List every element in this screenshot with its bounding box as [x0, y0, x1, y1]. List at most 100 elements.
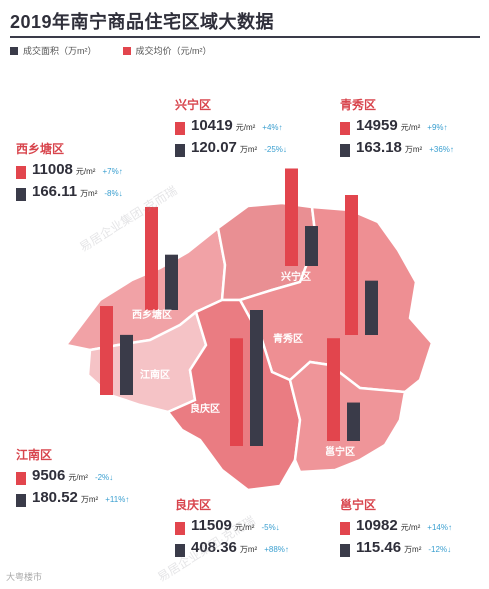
info-block-liangqing: 良庆区 11509 元/m² -5%↓ 408.36 万m² +88%↑ — [175, 496, 289, 561]
price-row: 10419 元/m² +4%↑ — [175, 117, 287, 139]
info-block-yongning: 邕宁区 10982 元/m² +14%↑ 115.46 万m² -12%↓ — [340, 496, 452, 561]
info-block-jiangnan: 江南区 9506 元/m² -2%↓ 180.52 万m² +11%↑ — [16, 446, 129, 511]
area-value: 115.46 — [356, 539, 402, 556]
info-block-xingning: 兴宁区 10419 元/m² +4%↑ 120.07 万m² -25%↓ — [175, 96, 287, 161]
price-unit: 元/m² — [400, 523, 421, 532]
legend-label-price: 成交均价（元/m²） — [135, 46, 212, 56]
map-label-xingning: 兴宁区 — [281, 272, 311, 283]
area-value: 408.36 — [191, 539, 237, 556]
price-bar-yongning — [327, 338, 340, 441]
district-name: 江南区 — [16, 448, 53, 462]
area-square — [16, 187, 26, 201]
district-name: 邕宁区 — [340, 498, 377, 512]
area-change: -25%↓ — [264, 145, 287, 154]
map-label-jiangnan: 江南区 — [140, 370, 170, 381]
area-unit: 万m² — [239, 545, 258, 554]
price-change: +7%↑ — [102, 167, 123, 176]
area-unit: 万m² — [404, 545, 422, 554]
price-change: +9%↑ — [427, 123, 448, 132]
price-unit: 元/m² — [235, 123, 256, 132]
price-value: 10982 — [356, 517, 398, 534]
area-value: 180.52 — [32, 489, 78, 506]
area-value: 166.11 — [32, 183, 78, 200]
area-bar-jiangnan — [120, 334, 133, 395]
price-change: -2%↓ — [94, 473, 114, 482]
district-name: 西乡塘区 — [16, 142, 65, 156]
price-row: 10982 元/m² +14%↑ — [340, 517, 452, 539]
price-bar-qingxiu — [345, 195, 358, 335]
area-row: 115.46 万m² -12%↓ — [340, 539, 452, 561]
map-label-xixiangtang: 西乡塘区 — [132, 310, 172, 321]
area-bar-xingning — [305, 226, 318, 266]
price-change: +14%↑ — [427, 523, 452, 532]
area-bar-liangqing — [250, 310, 263, 446]
price-square — [340, 521, 350, 535]
area-bar-yongning — [347, 402, 360, 441]
area-change: -8%↓ — [104, 189, 123, 198]
legend-swatch-area — [10, 46, 18, 55]
price-bar-liangqing — [230, 338, 243, 446]
price-square — [340, 121, 350, 135]
price-square — [175, 121, 185, 135]
price-row: 11008 元/m² +7%↑ — [16, 161, 123, 183]
area-square — [175, 543, 185, 557]
info-block-xixiangtang: 西乡塘区 11008 元/m² +7%↑ 166.11 万m² -8%↓ — [16, 140, 123, 205]
map-label-yongning: 邕宁区 — [325, 447, 355, 458]
price-bar-xixiangtang — [145, 206, 158, 310]
area-unit: 万m² — [404, 145, 423, 154]
area-square — [340, 143, 350, 157]
area-unit: 万m² — [80, 189, 98, 198]
area-change: +11%↑ — [105, 495, 130, 504]
legend: 成交面积（万m²） 成交均价（元/m²） — [10, 44, 212, 57]
area-square — [16, 493, 26, 507]
price-change: -5%↓ — [261, 523, 280, 532]
area-value: 120.07 — [191, 139, 237, 156]
price-square — [175, 521, 185, 535]
price-value: 11008 — [32, 161, 73, 178]
area-row: 408.36 万m² +88%↑ — [175, 539, 289, 561]
area-row: 166.11 万m² -8%↓ — [16, 183, 123, 205]
area-unit: 万m² — [239, 145, 258, 154]
price-bar-jiangnan — [100, 306, 113, 395]
price-value: 14959 — [356, 117, 398, 134]
area-row: 163.18 万m² +36%↑ — [340, 139, 454, 161]
info-block-qingxiu: 青秀区 14959 元/m² +9%↑ 163.18 万m² +36%↑ — [340, 96, 454, 161]
district-name: 青秀区 — [340, 98, 377, 112]
area-bar-qingxiu — [365, 280, 378, 335]
price-unit: 元/m² — [234, 523, 255, 532]
price-value: 10419 — [191, 117, 233, 134]
area-change: +88%↑ — [264, 545, 289, 554]
area-square — [175, 143, 185, 157]
area-row: 180.52 万m² +11%↑ — [16, 489, 129, 511]
price-row: 14959 元/m² +9%↑ — [340, 117, 454, 139]
page-title: 2019年南宁商品住宅区域大数据 — [10, 12, 275, 32]
price-change: +4%↑ — [262, 123, 283, 132]
area-bar-xixiangtang — [165, 254, 178, 310]
district-name: 兴宁区 — [175, 98, 212, 112]
price-row: 11509 元/m² -5%↓ — [175, 517, 289, 539]
legend-swatch-price — [122, 46, 131, 55]
legend-item-price: 成交均价（元/m²） — [122, 44, 212, 57]
area-change: +36%↑ — [429, 145, 454, 154]
price-row: 9506 元/m² -2%↓ — [16, 467, 129, 489]
title-divider — [10, 36, 480, 38]
area-value: 163.18 — [356, 139, 402, 156]
area-square — [340, 543, 350, 557]
footer-watermark: 大粤楼市 — [6, 572, 43, 582]
area-row: 120.07 万m² -25%↓ — [175, 139, 287, 161]
district-name: 良庆区 — [175, 498, 212, 512]
price-square — [16, 165, 26, 179]
bar-layer — [100, 168, 378, 446]
price-unit: 元/m² — [68, 473, 88, 482]
price-value: 9506 — [32, 467, 66, 484]
price-unit: 元/m² — [400, 123, 421, 132]
map-label-qingxiu: 青秀区 — [273, 334, 303, 345]
price-value: 11509 — [191, 517, 232, 534]
area-change: -12%↓ — [428, 545, 452, 554]
legend-label-area: 成交面积（万m²） — [23, 46, 97, 56]
legend-item-area: 成交面积（万m²） — [10, 44, 97, 57]
price-square — [16, 471, 26, 485]
map-label-liangqing: 良庆区 — [190, 404, 220, 415]
